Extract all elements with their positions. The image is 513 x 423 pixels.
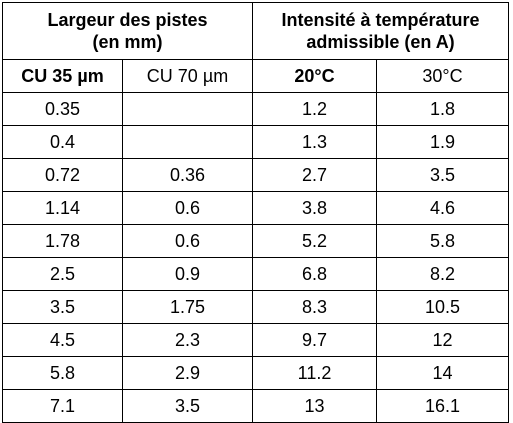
- cell-cu35: 7.1: [2, 389, 123, 423]
- cell-cu70: 2.9: [122, 356, 253, 390]
- cell-temp-20c: 1.3: [252, 125, 377, 159]
- cell-cu70: [122, 92, 253, 126]
- track-width-header: Largeur des pistes (en mm): [2, 2, 253, 60]
- cell-temp-30c: 5.8: [376, 224, 509, 258]
- table-body: 0.35 1.2 1.8 0.4 1.3 1.9 0.72 0.36 2.7 3.5 1.14 0.6…: [2, 92, 509, 423]
- cell-cu70: [122, 125, 253, 159]
- cell-cu35: 1.78: [2, 224, 123, 258]
- cell-temp-20c: 13: [252, 389, 377, 423]
- sub-header-cu70: CU 70 µm: [122, 59, 253, 93]
- cell-temp-20c: 5.2: [252, 224, 377, 258]
- current-header-line1: Intensité à température: [281, 10, 480, 30]
- track-width-header-line1: Largeur des pistes: [47, 10, 208, 30]
- cell-cu35: 0.4: [2, 125, 123, 159]
- cell-temp-30c: 4.6: [376, 191, 509, 225]
- sub-header-20c: 20°C: [252, 59, 377, 93]
- cell-cu70: 3.5: [122, 389, 253, 423]
- cell-temp-30c: 16.1: [376, 389, 509, 423]
- table-row: 1.14 0.6 3.8 4.6: [2, 191, 509, 225]
- cell-temp-30c: 3.5: [376, 158, 509, 192]
- cell-cu35: 2.5: [2, 257, 123, 291]
- table-row: 1.78 0.6 5.2 5.8: [2, 224, 509, 258]
- table-row: 3.5 1.75 8.3 10.5: [2, 290, 509, 324]
- group-header-row: Largeur des pistes (en mm) Intensité à t…: [2, 2, 509, 60]
- cell-temp-30c: 10.5: [376, 290, 509, 324]
- track-width-header-line2: (en mm): [92, 32, 163, 52]
- sub-header-row: CU 35 µm CU 70 µm 20°C 30°C: [2, 59, 509, 93]
- cell-temp-30c: 1.8: [376, 92, 509, 126]
- cell-cu35: 0.72: [2, 158, 123, 192]
- cell-cu70: 0.36: [122, 158, 253, 192]
- cell-temp-30c: 12: [376, 323, 509, 357]
- cell-cu70: 0.6: [122, 191, 253, 225]
- cell-cu35: 0.35: [2, 92, 123, 126]
- cell-temp-20c: 1.2: [252, 92, 377, 126]
- cell-temp-20c: 6.8: [252, 257, 377, 291]
- cell-cu70: 2.3: [122, 323, 253, 357]
- cell-cu35: 5.8: [2, 356, 123, 390]
- table-row: 5.8 2.9 11.2 14: [2, 356, 509, 390]
- table-row: 7.1 3.5 13 16.1: [2, 389, 509, 423]
- table-row: 4.5 2.3 9.7 12: [2, 323, 509, 357]
- cell-temp-20c: 9.7: [252, 323, 377, 357]
- table-row: 2.5 0.9 6.8 8.2: [2, 257, 509, 291]
- cell-cu35: 1.14: [2, 191, 123, 225]
- cell-cu35: 4.5: [2, 323, 123, 357]
- current-header: Intensité à température admissible (en A…: [252, 2, 509, 60]
- cell-temp-30c: 8.2: [376, 257, 509, 291]
- cell-temp-20c: 2.7: [252, 158, 377, 192]
- cell-temp-20c: 8.3: [252, 290, 377, 324]
- cell-temp-20c: 11.2: [252, 356, 377, 390]
- cell-cu70: 0.6: [122, 224, 253, 258]
- cell-cu35: 3.5: [2, 290, 123, 324]
- cell-temp-30c: 1.9: [376, 125, 509, 159]
- sub-header-30c: 30°C: [376, 59, 509, 93]
- table-row: 0.72 0.36 2.7 3.5: [2, 158, 509, 192]
- table-row: 0.35 1.2 1.8: [2, 92, 509, 126]
- cell-temp-20c: 3.8: [252, 191, 377, 225]
- cell-cu70: 0.9: [122, 257, 253, 291]
- sub-header-cu35: CU 35 µm: [2, 59, 123, 93]
- current-header-line2: admissible (en A): [306, 32, 455, 52]
- table-row: 0.4 1.3 1.9: [2, 125, 509, 159]
- cell-temp-30c: 14: [376, 356, 509, 390]
- cell-cu70: 1.75: [122, 290, 253, 324]
